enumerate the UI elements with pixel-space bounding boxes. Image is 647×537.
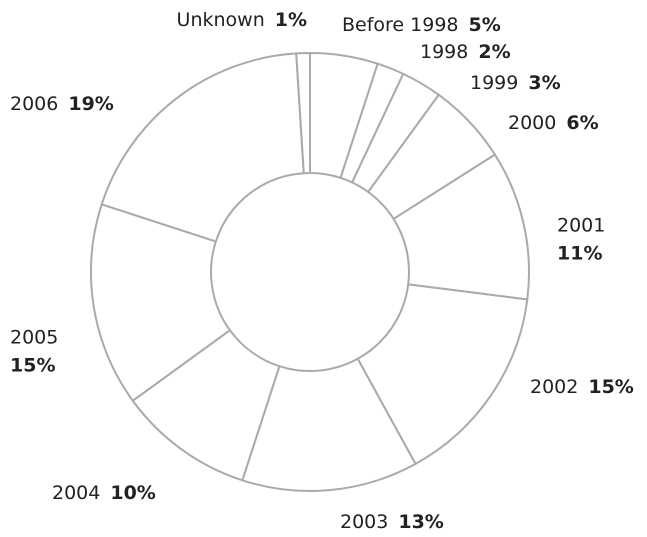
value-label: 2% [478, 41, 510, 63]
segment-label: 2002 15% [530, 376, 634, 398]
category-label: 2005 [10, 327, 58, 349]
donut-segment [356, 283, 529, 466]
category-label: Unknown [177, 9, 265, 31]
value-label: 3% [528, 72, 560, 94]
segment-label: Before 1998 5% [342, 14, 501, 36]
segment-label: 2004 10% [52, 482, 156, 504]
category-label: 2002 [530, 376, 578, 398]
category-label: 2001 [557, 215, 605, 237]
value-label: 5% [469, 14, 501, 36]
category-label: 1999 [470, 72, 518, 94]
donut-segment [90, 203, 232, 403]
category-label: 2003 [340, 511, 388, 533]
segment-label: 1999 3% [470, 72, 561, 94]
value-label: 15% [588, 376, 633, 398]
category-label: 2006 [10, 93, 58, 115]
segment-label: 2003 13% [340, 511, 444, 533]
value-label: 11% [557, 243, 602, 265]
donut-segment [100, 52, 305, 243]
value-label: 13% [398, 511, 443, 533]
segment-label: 2000 6% [508, 112, 599, 134]
segment-label: 1998 2% [420, 41, 511, 63]
value-label: 6% [566, 112, 598, 134]
donut-segment [241, 357, 417, 492]
category-label: 2004 [52, 482, 100, 504]
value-label: 19% [68, 93, 113, 115]
donut-segment [295, 51, 311, 175]
category-label: 2000 [508, 112, 556, 134]
value-label: 1% [275, 9, 307, 31]
segment-label: 2006 19% [10, 93, 114, 115]
value-label: 10% [110, 482, 155, 504]
segment-label: Unknown 1% [177, 9, 307, 31]
category-label: Before 1998 [342, 14, 459, 36]
category-label: 1998 [420, 41, 468, 63]
value-label: 15% [10, 355, 55, 377]
